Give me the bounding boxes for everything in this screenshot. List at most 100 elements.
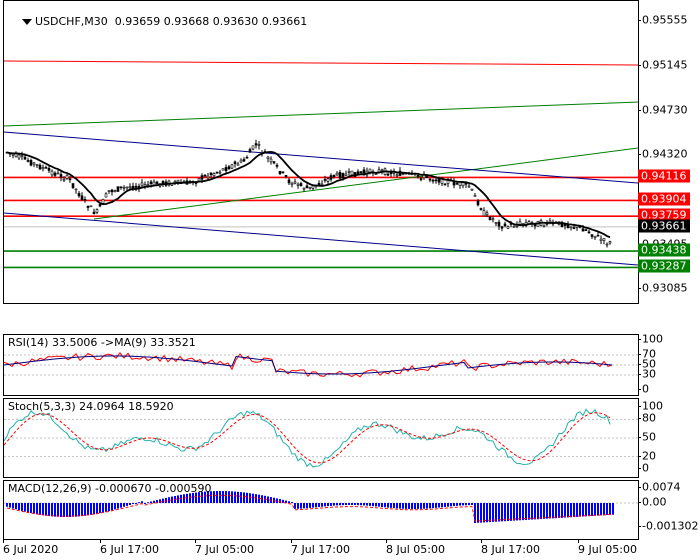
candle-body [26,160,30,162]
price-axis-label: 0.95555 [642,13,688,27]
candle-body [455,183,459,185]
macd-axis: 0.0074 0.00 -0.001302 [638,480,700,538]
rsi-pane[interactable]: RSI(14) 33.5006 ->MA(9) 33.3521 [3,334,639,396]
price-chart-pane[interactable]: USDCHF,M30 0.93659 0.93668 0.93630 0.936… [3,0,639,304]
candle-body [473,195,477,197]
candle-body [296,183,300,186]
candle-body [155,181,159,185]
chart-dropdown-arrow-icon[interactable] [22,19,32,25]
candle-body [386,173,390,176]
candle-body [218,171,222,174]
time-axis-tick [386,540,387,543]
stoch-main-line [4,408,611,468]
candle-body [53,172,57,176]
candle-body [206,175,210,179]
candle-body [230,164,234,169]
time-axis-tick [578,540,579,543]
macd-bar [114,503,116,510]
macd-bar [45,503,47,516]
stoch-axis-tick [638,468,641,469]
candle-body [512,226,516,228]
macd-bar [240,492,242,503]
macd-bar [276,498,278,503]
price-axis-tick [638,64,641,66]
candle-body [278,170,282,175]
time-axis-tick [3,540,4,543]
rsi-axis-label: 100 [642,332,663,346]
macd-bar [567,503,569,518]
macd-bar [432,503,434,509]
rsi-axis: 100 70 50 30 0 [638,332,700,396]
macd-bar [603,503,605,516]
macd-bar [585,503,587,517]
macd-bar [282,499,284,503]
candle-body [494,222,498,224]
candle-body [416,174,420,177]
candle-body [479,208,483,211]
macd-bar [162,498,164,503]
macd-bar [393,503,395,509]
price-tag: 0.93759 [638,208,690,222]
candle-body [269,158,273,163]
price-tag: 0.93287 [638,259,690,273]
macd-bar [9,503,11,508]
candle-body [20,155,24,157]
candle-body [98,204,102,207]
candle-body [59,174,63,178]
macd-bar [606,503,608,516]
macd-bar [564,503,566,518]
candle-body [212,173,216,177]
ohlc-close: 0.93661 [261,15,308,28]
macd-bar [507,503,509,522]
macd-bar [117,503,119,509]
macd-bar [267,496,269,503]
candle-body [350,170,354,176]
price-tag: 0.93438 [638,243,690,257]
macd-bar [285,500,287,503]
macd-bar [345,503,347,506]
macd-axis-tick [638,526,641,527]
macd-pane[interactable]: MACD(12,26,9) -0.000670 -0.000590 [3,480,639,540]
stoch-axis-tick [638,455,641,457]
macd-bar [477,503,479,523]
candle-body [467,185,471,188]
candle-body [584,229,588,232]
macd-bar [81,503,83,517]
macd-bar [537,503,539,520]
rsi-axis-label: 50 [642,357,656,371]
candle-body [35,164,39,166]
candle-body [419,178,423,180]
candle-body [254,143,258,146]
macd-bar [213,491,215,503]
candle-body [329,175,333,180]
candle-body [344,173,348,176]
candle-body [92,211,96,215]
candle-body [506,226,510,229]
macd-bar [411,503,413,509]
macd-bar [438,503,440,508]
price-axis-label: 0.95145 [642,58,688,72]
candle-body [197,178,201,182]
stoch-axis-label: 0 [642,461,649,475]
macd-bar [384,503,386,508]
candle-body [62,178,66,181]
macd-bar [201,491,203,503]
macd-bar [486,503,488,523]
macd-bar [357,503,359,506]
macd-bar [321,503,323,507]
candle-body [476,200,480,206]
macd-axis-tick [638,487,641,488]
price-chart-canvas [4,60,638,269]
macd-bar [405,503,407,509]
macd-bar [501,503,503,522]
candle-body [50,170,54,176]
candle-body [380,169,384,172]
candle-body [203,174,207,177]
rsi-axis-tick [638,364,641,365]
macd-bar [552,503,554,519]
macd-bar [243,492,245,503]
stoch-pane[interactable]: Stoch(5,3,3) 24.0964 18.5920 [3,398,639,478]
macd-bar [297,503,299,509]
macd-bar [576,503,578,517]
macd-bar [549,503,551,519]
